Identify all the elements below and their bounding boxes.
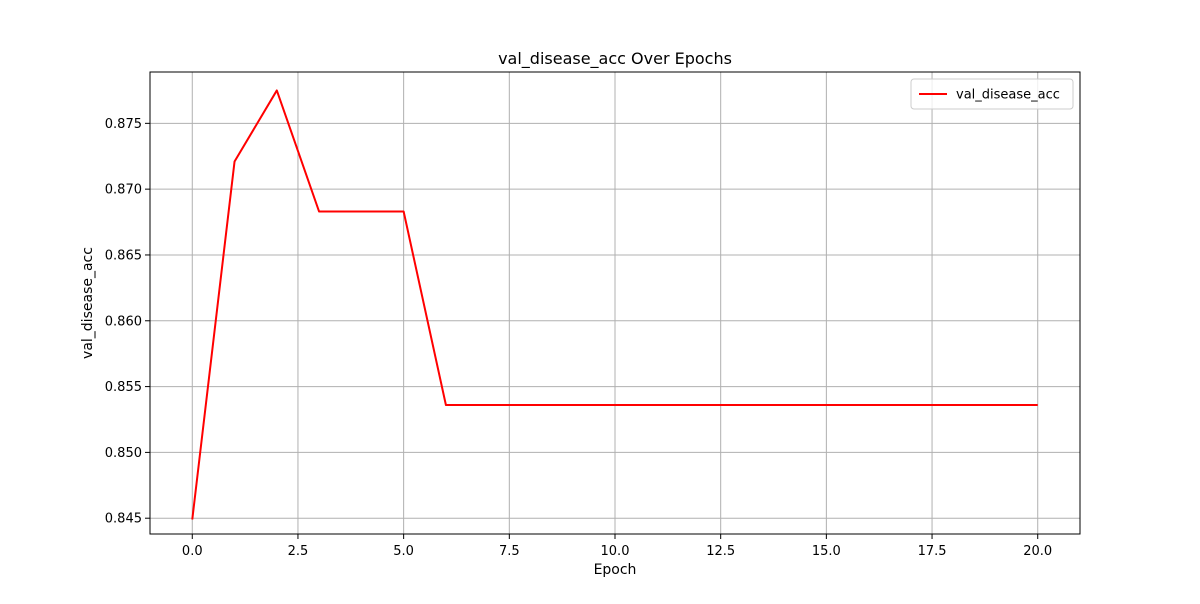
y-axis-label: val_disease_acc	[80, 247, 96, 359]
y-tick-label: 0.875	[105, 117, 142, 132]
y-tick-label: 0.860	[105, 314, 142, 329]
x-tick-label: 15.0	[812, 544, 841, 559]
y-tick-label: 0.855	[105, 380, 142, 395]
y-tick-label: 0.865	[105, 248, 142, 263]
legend: val_disease_acc	[911, 79, 1073, 109]
x-tick-label: 7.5	[499, 544, 520, 559]
x-tick-label: 0.0	[182, 544, 203, 559]
x-tick-label: 2.5	[288, 544, 309, 559]
x-tick-label: 20.0	[1023, 544, 1052, 559]
legend-label: val_disease_acc	[956, 88, 1060, 103]
x-tick-label: 12.5	[706, 544, 735, 559]
y-tick-label: 0.845	[105, 512, 142, 527]
chart-title: val_disease_acc Over Epochs	[498, 49, 732, 69]
x-tick-label: 5.0	[393, 544, 414, 559]
x-tick-label: 17.5	[918, 544, 947, 559]
y-tick-label: 0.850	[105, 446, 142, 461]
x-tick-label: 10.0	[601, 544, 630, 559]
x-axis-label: Epoch	[594, 562, 637, 578]
y-tick-label: 0.870	[105, 183, 142, 198]
